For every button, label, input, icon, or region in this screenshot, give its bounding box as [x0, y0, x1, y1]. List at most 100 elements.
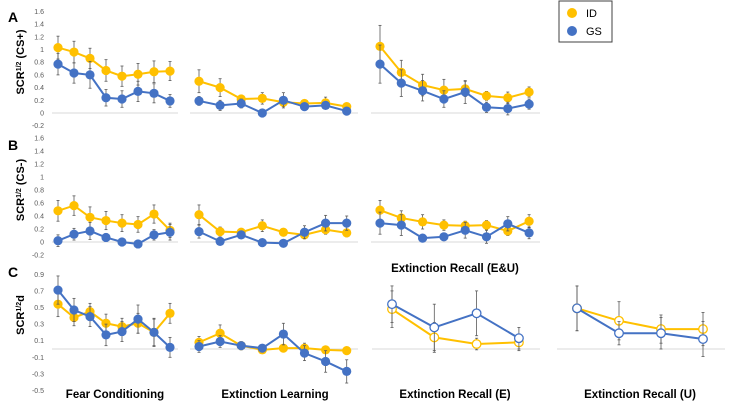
data-point-gs — [387, 299, 397, 310]
data-point-gs — [503, 103, 513, 114]
data-point-gs — [149, 230, 159, 240]
legend-marker-gs — [567, 26, 577, 36]
data-point-gs — [194, 227, 204, 237]
data-point-gs — [236, 341, 246, 351]
data-point-gs — [257, 108, 267, 118]
y-tick-label: 0.4 — [34, 214, 44, 221]
data-point-id — [117, 71, 127, 81]
data-point-gs — [481, 232, 492, 242]
data-point-gs — [513, 333, 524, 344]
data-point-gs — [133, 314, 143, 324]
data-point-id — [215, 83, 225, 93]
data-point-id — [278, 343, 288, 353]
data-point-gs — [524, 99, 534, 109]
data-point-gs — [85, 312, 95, 322]
series-line-gs — [391, 303, 520, 340]
data-point-id — [194, 76, 204, 86]
data-point-id — [165, 66, 175, 76]
data-point-id — [257, 93, 267, 103]
legend-marker-id — [567, 8, 577, 18]
data-point-id — [133, 69, 143, 79]
y-tick-label: -0.1 — [32, 355, 44, 362]
y-tick-label: 0 — [40, 111, 44, 118]
data-point-gs — [698, 334, 708, 344]
title-extinction-recall-e: Extinction Recall (E) — [399, 389, 510, 401]
data-point-gs — [439, 94, 449, 104]
data-point-gs — [278, 238, 288, 248]
legend-label-id: ID — [586, 8, 597, 20]
data-point-id — [375, 205, 385, 215]
data-point-gs — [418, 86, 428, 96]
data-point-id — [278, 227, 288, 237]
data-point-gs — [278, 95, 288, 105]
y-tick-label: 0.3 — [34, 322, 44, 329]
data-point-gs — [53, 59, 63, 69]
data-point-id — [481, 91, 492, 101]
data-point-gs — [429, 322, 440, 333]
series-line-id — [576, 307, 703, 331]
data-point-gs — [53, 285, 63, 295]
data-point-gs — [117, 94, 127, 104]
data-point-id — [101, 65, 111, 76]
data-point-gs — [101, 330, 111, 340]
legend: ID GS — [558, 0, 613, 43]
data-point-gs — [439, 232, 449, 242]
data-point-gs — [460, 87, 470, 97]
data-point-gs — [133, 239, 143, 249]
data-point-gs — [299, 227, 310, 237]
data-point-gs — [194, 96, 204, 106]
data-point-gs — [471, 308, 482, 319]
data-point-gs — [101, 93, 111, 103]
series-line-gs — [576, 307, 704, 341]
data-point-id — [524, 216, 534, 226]
y-axis-label-a: SCR1/2 (CS+) — [15, 29, 27, 94]
data-point-gs — [69, 68, 79, 78]
data-point-gs — [321, 356, 331, 367]
y-tick-label: 0.9 — [34, 272, 44, 279]
data-point-gs — [614, 328, 624, 339]
data-point-gs — [69, 305, 79, 315]
data-point-gs — [299, 102, 310, 112]
data-point-gs — [481, 102, 492, 112]
legend-label-gs: GS — [586, 26, 602, 38]
data-point-id — [53, 42, 63, 53]
data-point-gs — [117, 237, 127, 247]
panel-letter-c: C — [8, 264, 18, 280]
title-extinction-recall-eu: Extinction Recall (E&U) — [391, 263, 519, 275]
data-point-gs — [101, 232, 111, 243]
data-point-gs — [396, 220, 406, 230]
data-point-id — [439, 85, 449, 95]
data-point-id — [215, 328, 225, 338]
data-point-gs — [321, 218, 331, 228]
data-point-id — [101, 215, 111, 226]
data-point-id — [257, 221, 267, 231]
data-point-gs — [69, 229, 79, 239]
y-tick-label: 0.8 — [34, 60, 44, 67]
data-point-id — [471, 339, 482, 349]
data-point-id — [321, 345, 331, 355]
data-point-gs — [215, 100, 225, 110]
panel-letter-b: B — [8, 137, 18, 153]
y-tick-label: 0.6 — [34, 201, 44, 208]
data-point-gs — [236, 230, 246, 240]
y-tick-label: 0.7 — [34, 288, 44, 295]
y-tick-label: 1.2 — [34, 162, 44, 169]
series-line-id — [391, 308, 519, 346]
data-point-gs — [236, 98, 246, 109]
y-tick-label: 0.5 — [34, 305, 44, 312]
data-point-gs — [299, 348, 310, 358]
title-extinction-recall-u: Extinction Recall (U) — [584, 389, 696, 401]
data-point-gs — [85, 226, 95, 236]
y-axis-label-c: SCR1/2d — [15, 295, 27, 335]
y-tick-label: -0.2 — [32, 253, 44, 260]
data-point-id — [53, 206, 63, 216]
y-tick-label: -0.5 — [32, 388, 44, 395]
data-point-id — [481, 220, 492, 230]
data-point-id — [503, 93, 513, 103]
data-point-gs — [133, 86, 143, 97]
data-point-id — [215, 227, 225, 237]
y-tick-label: -0.2 — [32, 123, 44, 130]
data-point-id — [342, 228, 352, 238]
data-point-id — [194, 210, 204, 220]
